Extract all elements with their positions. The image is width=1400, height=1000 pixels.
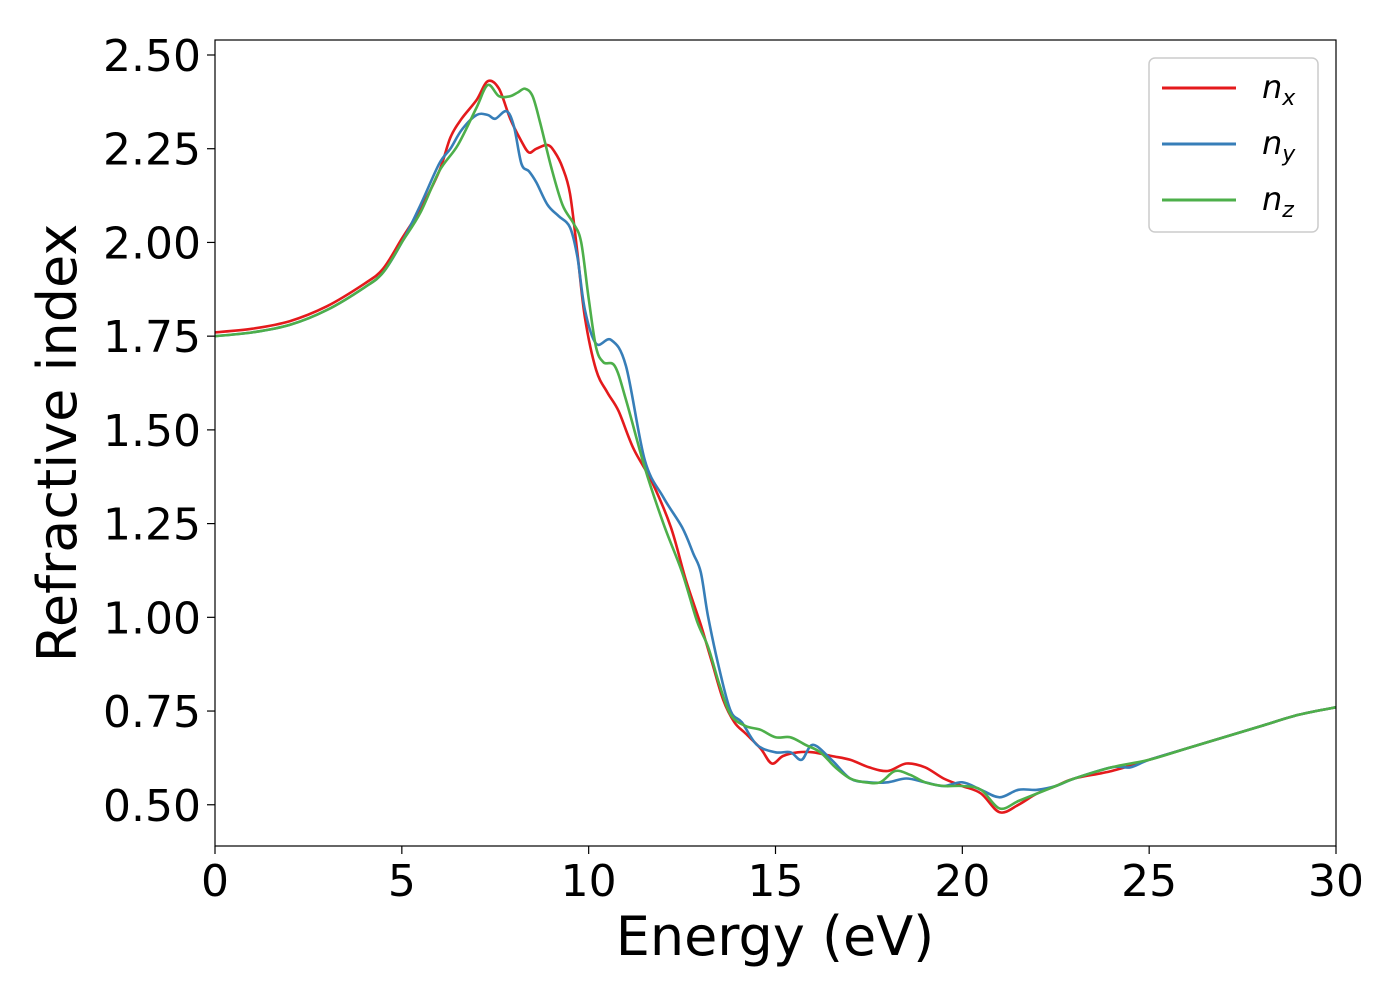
y-tick-label: 2.25 bbox=[103, 125, 201, 176]
x-axis: 0 5 10 15 20 25 30 bbox=[201, 846, 1364, 907]
y-tick-label: 1.50 bbox=[103, 406, 201, 457]
series-line-y bbox=[215, 109, 1336, 799]
legend-label-z: nz bbox=[1262, 180, 1294, 223]
x-tick-label: 20 bbox=[934, 856, 990, 907]
x-tick-label: 15 bbox=[748, 856, 804, 907]
x-tick-label: 0 bbox=[201, 856, 229, 907]
y-tick-label: 0.75 bbox=[103, 687, 201, 738]
y-tick-label: 2.50 bbox=[103, 31, 201, 82]
series-line-z bbox=[215, 83, 1336, 811]
y-tick-label: 1.75 bbox=[103, 312, 201, 363]
legend-label-y: ny bbox=[1262, 124, 1296, 167]
series-layer bbox=[215, 79, 1336, 814]
legend: nx ny nz bbox=[1148, 57, 1319, 233]
x-axis-title: Energy (eV) bbox=[616, 905, 935, 968]
x-tick-label: 25 bbox=[1121, 856, 1177, 907]
y-tick-label: 1.00 bbox=[103, 593, 201, 644]
y-axis: 0.50 0.75 1.00 1.25 1.50 1.75 2.00 2.25 2.50 bbox=[103, 31, 215, 832]
y-axis-title: Refractive index bbox=[26, 224, 89, 663]
x-tick-label: 10 bbox=[561, 856, 617, 907]
y-tick-label: 2.00 bbox=[103, 218, 201, 269]
x-tick-label: 30 bbox=[1308, 856, 1364, 907]
y-tick-label: 1.25 bbox=[103, 500, 201, 551]
y-tick-label: 0.50 bbox=[103, 781, 201, 832]
series-line-x bbox=[215, 79, 1336, 814]
x-tick-label: 5 bbox=[388, 856, 416, 907]
legend-label-x: nx bbox=[1262, 68, 1296, 111]
